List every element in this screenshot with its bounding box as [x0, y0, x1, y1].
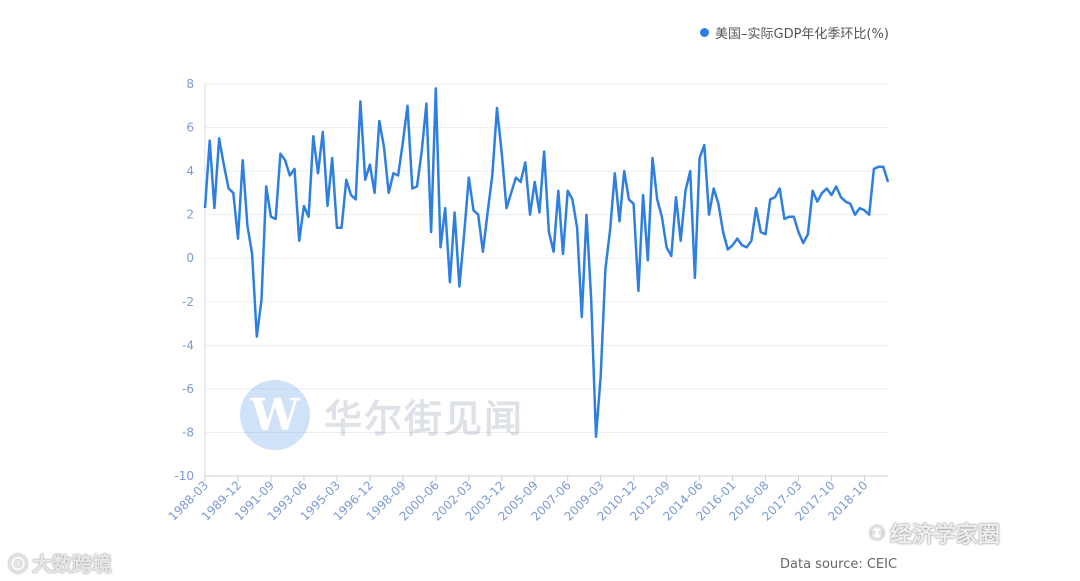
y-tick-label: 6: [186, 121, 194, 135]
y-tick-label: -10: [174, 469, 194, 483]
y-tick-label: 2: [186, 208, 194, 222]
watermark-bottom-right: ⚇ 经济学家圈: [868, 517, 1000, 549]
y-tick-label: -4: [182, 338, 194, 352]
chain-link-icon: ⦿: [8, 552, 28, 576]
watermark-bottom-left-text: 大数跨境: [32, 552, 112, 576]
watermark-text: 华尔街见闻: [324, 395, 525, 441]
watermark-bottom-right-text: 经济学家圈: [889, 523, 1000, 548]
watermark-w-icon: W: [240, 380, 310, 450]
legend[interactable]: 美国–实际GDP年化季环比(%): [700, 23, 889, 42]
data-source: Data source: CEIC: [780, 557, 898, 572]
y-tick-label: -2: [182, 295, 194, 309]
x-axis-ticks: 1988-031989-121991-091993-061995-031996-…: [166, 476, 871, 524]
series-line: [203, 87, 890, 439]
y-tick-label: -8: [182, 425, 194, 439]
y-tick-label: 0: [186, 251, 194, 265]
series-layer: [203, 87, 890, 439]
watermark-bottom-left: ⦿ 大数跨境: [8, 548, 112, 577]
legend-label: 美国–实际GDP年化季环比(%): [715, 27, 889, 42]
watermark-logo: W 华尔街见闻: [240, 380, 524, 450]
y-axis-ticks: 8 6 4 2 0 -2 -4 -6 -8 -10: [174, 77, 194, 483]
y-tick-label: 4: [186, 164, 194, 178]
y-tick-label: -6: [182, 382, 194, 396]
wechat-icon: ⚇: [868, 521, 886, 545]
legend-dot-icon: [700, 28, 709, 37]
y-tick-label: 8: [186, 77, 194, 91]
